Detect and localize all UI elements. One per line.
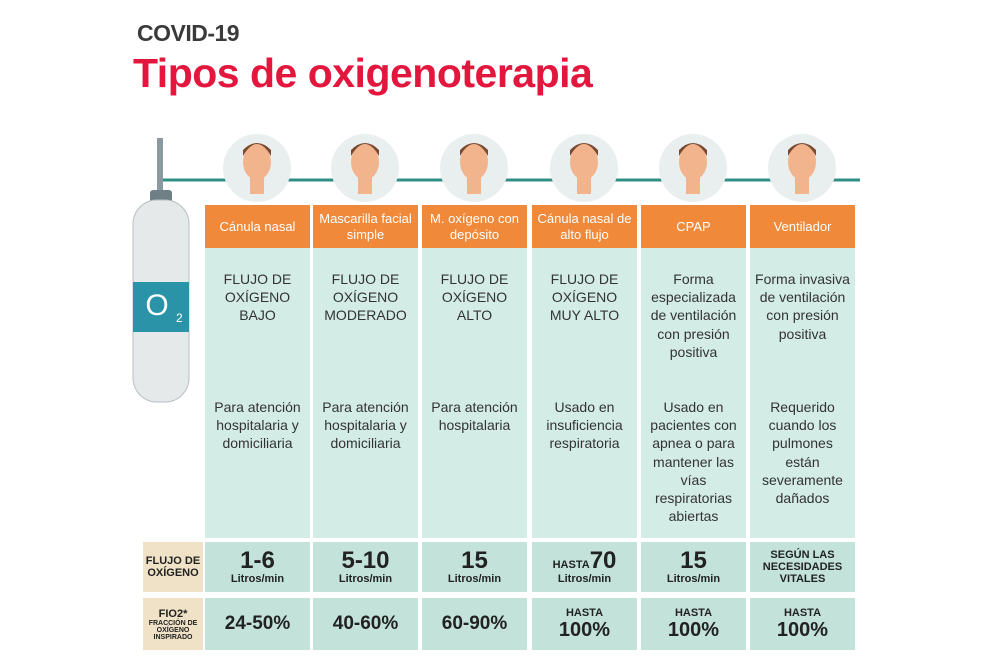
face-icon: [550, 134, 618, 202]
usage: Usado en insuficiencia respiratoria: [546, 399, 623, 452]
fio2-label-cell: FIO2* FRACCIÓN DE OXÍGENO INSPIRADO: [143, 598, 203, 650]
usage: Requerido cuando los pulmones están seve…: [762, 399, 843, 506]
fio2-value: 100%: [558, 618, 611, 641]
flow-unit: Litros/min: [666, 573, 721, 585]
title: Tipos de oxigenoterapia: [133, 50, 593, 96]
head: [351, 144, 379, 180]
face-icon: [440, 134, 508, 202]
neck: [686, 176, 700, 194]
head: [679, 144, 707, 180]
head: [460, 144, 488, 180]
neck: [795, 176, 809, 194]
column-header: Cánula nasal de alto flujo: [532, 205, 637, 248]
description: FLUJO DE OXÍGENO MUY ALTO: [549, 271, 620, 324]
hair: [351, 143, 379, 156]
usage: Para atención hospitalaria: [431, 399, 518, 434]
flow-line: 5-10: [341, 549, 389, 573]
fio2-cell: 40-60%: [313, 598, 418, 650]
fio2-value: 40-60%: [332, 613, 399, 634]
fio2-note: FRACCIÓN DE OXÍGENO INSPIRADO: [148, 619, 198, 641]
usage: Para atención hospitalaria y domiciliari…: [214, 399, 301, 452]
column-body: FLUJO DE OXÍGENO ALTO Para atención hospi…: [422, 248, 527, 538]
column-header: Cánula nasal: [205, 205, 310, 248]
usage: Para atención hospitalaria y domiciliari…: [322, 399, 409, 452]
description: Forma invasiva de ventilación con presió…: [755, 271, 850, 342]
flow-cell: 15 Litros/min: [641, 542, 746, 592]
valve: [157, 138, 163, 198]
flow-value: 70: [589, 547, 617, 574]
fio2-cell: HASTA 100%: [641, 598, 746, 650]
description: FLUJO DE OXÍGENO ALTO: [440, 271, 509, 324]
head: [570, 144, 598, 180]
flow-unit: Litros/min: [338, 573, 393, 585]
flow-unit: Litros/min: [230, 573, 285, 585]
flow-cell: SEGÚN LAS NECESIDADES VITALES: [750, 542, 855, 592]
supertitle: COVID-19: [137, 20, 240, 46]
fio2-cell: HASTA 100%: [532, 598, 637, 650]
column-header: CPAP: [641, 205, 746, 248]
neck: [467, 176, 481, 194]
flow-cell: 5-10 Litros/min: [313, 542, 418, 592]
fio2-prefix: HASTA: [565, 606, 604, 619]
fio2-label: FIO2*: [158, 607, 188, 620]
flow-prefix: HASTA: [552, 559, 590, 571]
flow-value: 15: [461, 547, 488, 574]
column-header: M. oxígeno con depósito: [422, 205, 527, 248]
fio2-value: 100%: [667, 618, 720, 641]
flow-line: HASTA70: [553, 549, 617, 573]
column-body: Forma invasiva de ventilación con presió…: [750, 248, 855, 538]
flow-unit: Litros/min: [557, 573, 612, 585]
description: Forma especializada de ventilación con p…: [650, 271, 737, 360]
flow-cell: HASTA70 Litros/min: [532, 542, 637, 592]
flow-value: 5-10: [341, 547, 390, 574]
head: [788, 144, 816, 180]
tank-subscript: 2: [176, 311, 183, 325]
fio2-cell: 60-90%: [422, 598, 527, 650]
flow-line: 1-6: [240, 549, 275, 573]
hair: [460, 143, 488, 156]
hair: [570, 143, 598, 156]
flow-label: FLUJO DE OXÍGENO: [143, 542, 203, 592]
column-body: FLUJO DE OXÍGENO MODERADO Para atención h…: [313, 248, 418, 538]
usage: Usado en pacientes con apnea o para mant…: [650, 399, 737, 525]
column-body: FLUJO DE OXÍGENO BAJO Para atención hospi…: [205, 248, 310, 538]
hair: [243, 143, 271, 156]
column-body: Forma especializada de ventilación con p…: [641, 248, 746, 538]
neck: [577, 176, 591, 194]
flow-note: SEGÚN LAS NECESIDADES VITALES: [762, 549, 843, 585]
column-body: FLUJO DE OXÍGENO MUY ALTO Usado en insufi…: [532, 248, 637, 538]
fio2-value: 24-50%: [224, 613, 291, 634]
fio2-cell: HASTA 100%: [750, 598, 855, 650]
head: [243, 144, 271, 180]
flow-value: 15: [680, 547, 707, 574]
hair: [679, 143, 707, 156]
flow-line: 15: [461, 549, 488, 573]
fio2-value: 60-90%: [441, 613, 508, 634]
tank-symbol: O: [145, 289, 168, 322]
flow-value: 1-6: [240, 547, 275, 574]
tank-band: [133, 282, 189, 332]
face-icon: [768, 134, 836, 202]
description: FLUJO DE OXÍGENO BAJO: [223, 271, 292, 324]
fio2-value: 100%: [776, 618, 829, 641]
face-icon: [659, 134, 727, 202]
fio2-cell: 24-50%: [205, 598, 310, 650]
hair: [788, 143, 816, 156]
fio2-prefix: HASTA: [674, 606, 713, 619]
flow-cell: 15 Litros/min: [422, 542, 527, 592]
face-icon: [331, 134, 399, 202]
column-header: Mascarilla facial simple: [313, 205, 418, 248]
flow-cell: 1-6 Litros/min: [205, 542, 310, 592]
description: FLUJO DE OXÍGENO MODERADO: [324, 271, 407, 324]
flow-unit: Litros/min: [447, 573, 502, 585]
flow-line: 15: [680, 549, 707, 573]
neck: [250, 176, 264, 194]
neck: [358, 176, 372, 194]
column-header: Ventilador: [750, 205, 855, 248]
fio2-prefix: HASTA: [783, 606, 822, 619]
face-icon: [223, 134, 291, 202]
